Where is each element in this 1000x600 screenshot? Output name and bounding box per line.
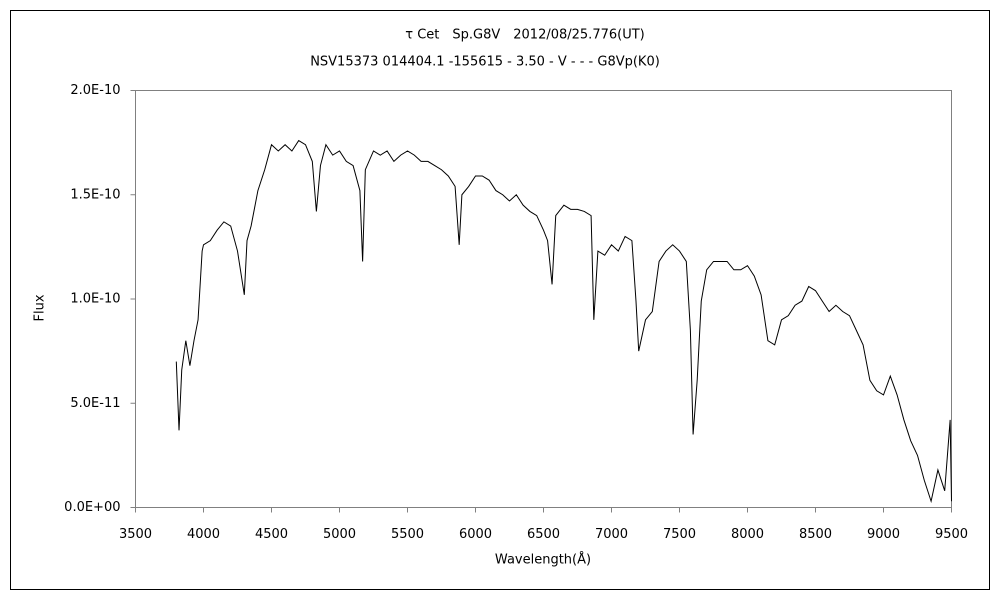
x-tick-label: 4000 bbox=[187, 527, 220, 542]
x-tick-label: 8000 bbox=[731, 527, 764, 542]
spectrum-line bbox=[175, 139, 952, 504]
x-tick-label: 5000 bbox=[323, 527, 356, 542]
chart-frame bbox=[10, 10, 990, 590]
x-tick-label: 8500 bbox=[799, 527, 832, 542]
plot-frame bbox=[135, 90, 952, 508]
y-tick-label: 2.0E-10 bbox=[70, 83, 120, 98]
x-tick-label: 9500 bbox=[935, 527, 968, 542]
x-tick-label: 6500 bbox=[527, 527, 560, 542]
chart-title: τ Cet Sp.G8V 2012/08/25.776(UT) bbox=[405, 28, 644, 43]
y-tick-label: 1.5E-10 bbox=[70, 187, 120, 202]
x-tick-label: 4500 bbox=[255, 527, 288, 542]
x-tick-label: 7000 bbox=[595, 527, 628, 542]
x-tick-label: 6000 bbox=[459, 527, 492, 542]
x-tick-label: 5500 bbox=[391, 527, 424, 542]
x-axis-label: Wavelength(Å) bbox=[495, 552, 591, 568]
y-tick-label: 1.0E-10 bbox=[70, 292, 120, 307]
x-tick-label: 3500 bbox=[119, 527, 152, 542]
y-tick-label: 5.0E-11 bbox=[70, 396, 120, 411]
x-tick-label: 9000 bbox=[867, 527, 900, 542]
y-axis-label: Flux bbox=[33, 294, 48, 321]
y-tick-label: 0.0E+00 bbox=[64, 500, 120, 515]
chart-subtitle: NSV15373 014404.1 -155615 - 3.50 - V - -… bbox=[310, 55, 660, 70]
x-tick-label: 7500 bbox=[663, 527, 696, 542]
